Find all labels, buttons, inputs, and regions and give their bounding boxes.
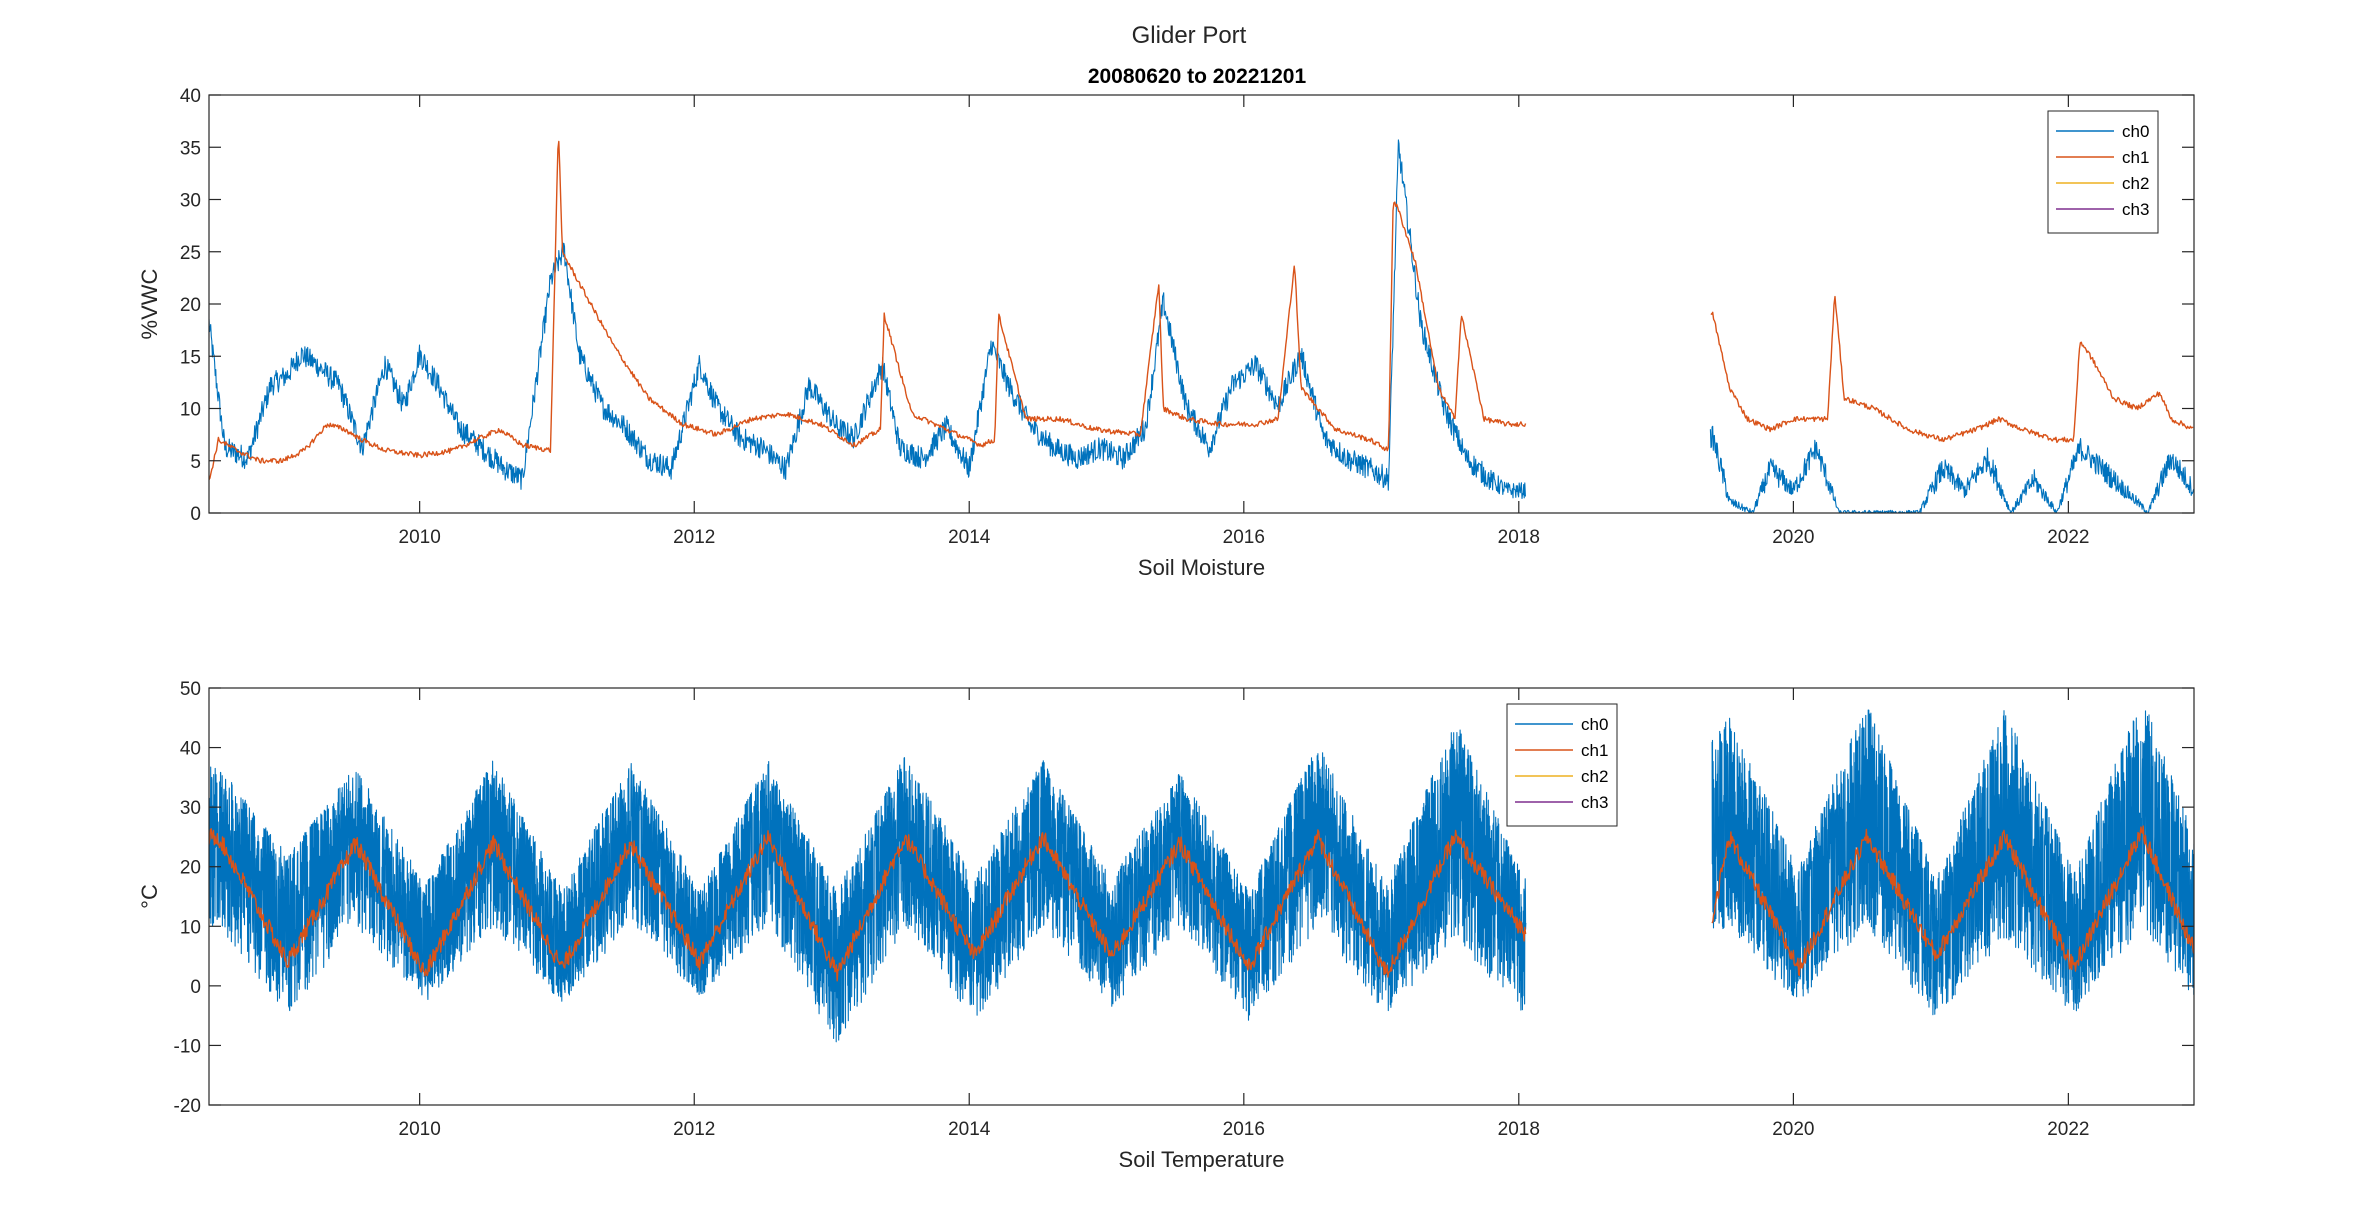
x-tick-label: 2016 — [1223, 1119, 1265, 1140]
axes-frame-0 — [208, 94, 2195, 514]
series-line-ch0 — [209, 709, 2194, 1043]
x-tick-label: 2018 — [1498, 1119, 1540, 1140]
y-tick-label: 35 — [180, 138, 201, 159]
x-tick-label: 2012 — [673, 527, 715, 548]
y-tick-label: 15 — [180, 347, 201, 368]
x-tick-label: 2016 — [1223, 527, 1265, 548]
soil-moisture-title: 20080620 to 20221201 — [1088, 65, 1307, 88]
y-tick-label: 40 — [180, 86, 201, 107]
soil-moisture-xlabel: Soil Moisture — [1138, 555, 1265, 580]
series-line-ch1 — [209, 825, 2194, 982]
y-tick-label: 0 — [190, 504, 201, 525]
x-tick-label: 2020 — [1772, 527, 1814, 548]
legend-label-ch3: ch3 — [2122, 200, 2149, 219]
soil-moisture-legend: ch0 ch1 ch2 ch3 — [2047, 110, 2159, 234]
soil-temperature-ylabel: °C — [137, 884, 162, 909]
x-tick-label: 2010 — [399, 1119, 441, 1140]
y-tick-label: -10 — [174, 1036, 201, 1057]
soil-moisture-ylabel: %VWC — [137, 268, 162, 339]
x-tick-label: 2020 — [1772, 1119, 1814, 1140]
soil-temperature-xlabel: Soil Temperature — [1119, 1147, 1285, 1172]
legend-label-ch0: ch0 — [1581, 715, 1608, 734]
soil-temperature-axes: -20 -10 0 10 20 30 40 50 2010 2012 2014 2016 2018 202… — [137, 679, 2195, 1172]
legend-label-ch0: ch0 — [2122, 122, 2149, 141]
y-tick-label: 25 — [180, 243, 201, 264]
legend-label-ch2: ch2 — [1581, 767, 1608, 786]
x-tick-label: 2014 — [948, 527, 991, 548]
figure-title: Glider Port — [1132, 22, 1247, 49]
x-tick-label: 2022 — [2047, 1119, 2089, 1140]
y-tick-label: 40 — [180, 739, 201, 760]
y-tick-label: 30 — [180, 798, 201, 819]
soil-moisture-axes: 20080620 to 20221201 0 5 10 15 20 25 30 35 40 201… — [137, 65, 2195, 580]
x-tick-label: 2014 — [948, 1119, 991, 1140]
x-tick-label: 2012 — [673, 1119, 715, 1140]
x-tick-label: 2022 — [2047, 527, 2089, 548]
y-tick-label: 5 — [190, 452, 201, 473]
series-line-ch1 — [209, 140, 2194, 481]
x-tick-label: 2018 — [1498, 527, 1540, 548]
y-tick-label: 30 — [180, 191, 201, 212]
y-tick-label: 0 — [190, 977, 201, 998]
legend-label-ch3: ch3 — [1581, 793, 1608, 812]
y-tick-label: 10 — [180, 400, 201, 421]
series-line-ch0 — [209, 139, 2194, 513]
legend-label-ch1: ch1 — [1581, 741, 1608, 760]
soil-temperature-legend: ch0 ch1 ch2 ch3 — [1506, 703, 1618, 827]
axes-frame-1 — [208, 687, 2195, 1106]
y-tick-label: 50 — [180, 679, 201, 700]
y-tick-label: 20 — [180, 858, 201, 879]
y-tick-label: 10 — [180, 917, 201, 938]
y-tick-label: 20 — [180, 295, 201, 316]
legend-label-ch1: ch1 — [2122, 148, 2149, 167]
x-tick-label: 2010 — [399, 527, 441, 548]
y-tick-label: -20 — [174, 1096, 201, 1117]
legend-label-ch2: ch2 — [2122, 174, 2149, 193]
